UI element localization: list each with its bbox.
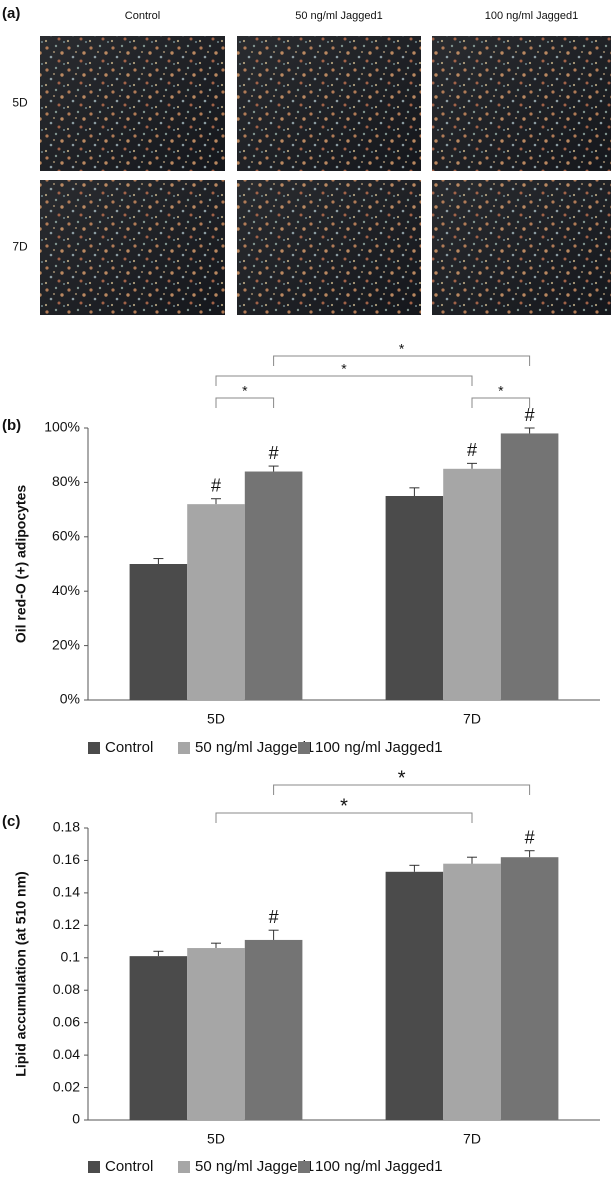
significance-bracket <box>273 784 531 795</box>
bar <box>385 496 444 700</box>
y-tick-label: 100% <box>44 419 80 435</box>
y-tick-label: 0.18 <box>53 819 80 835</box>
y-tick-label: 0.06 <box>53 1013 80 1029</box>
y-tick-label: 60% <box>52 528 80 544</box>
significance-star: * <box>398 767 406 789</box>
x-tick-label: 7D <box>463 1131 481 1147</box>
significance-bracket <box>471 397 531 408</box>
legend-label: 100 ng/ml Jagged1 <box>315 1158 443 1175</box>
legend-label: 100 ng/ml Jagged1 <box>315 739 443 756</box>
bar <box>443 863 501 1120</box>
legend-label: Control <box>105 1158 153 1175</box>
bar <box>385 871 444 1120</box>
y-tick-label: 0.14 <box>53 884 80 900</box>
legend-swatch <box>88 742 100 754</box>
significance-flag: # <box>269 443 279 463</box>
column-label: Control <box>125 10 160 22</box>
significance-flag: # <box>211 475 221 495</box>
legend-swatch <box>88 1161 100 1173</box>
column-label: 50 ng/ml Jagged1 <box>295 10 382 22</box>
micrograph-cells <box>40 180 225 315</box>
bar <box>500 433 559 700</box>
legend-label: 50 ng/ml Jagged1 <box>195 739 314 756</box>
column-label: 100 ng/ml Jagged1 <box>485 10 579 22</box>
significance-star: * <box>242 383 248 399</box>
x-tick-label: 7D <box>463 711 481 727</box>
bar <box>244 939 303 1120</box>
x-tick-label: 5D <box>207 711 225 727</box>
bar <box>244 471 303 700</box>
significance-star: * <box>341 361 347 377</box>
row-label: 7D <box>12 240 28 254</box>
y-tick-label: 0.02 <box>53 1078 80 1094</box>
y-tick-label: 0.1 <box>61 948 81 964</box>
bar <box>500 857 559 1120</box>
legend-label: Control <box>105 739 153 756</box>
micrograph-cells <box>432 180 611 315</box>
micrograph-cells <box>40 36 225 171</box>
panel-label: (a) <box>2 5 20 22</box>
significance-star: * <box>498 383 504 399</box>
bar <box>187 948 245 1120</box>
y-tick-label: 0% <box>60 691 80 707</box>
legend-swatch <box>298 742 310 754</box>
legend-swatch <box>298 1161 310 1173</box>
y-tick-label: 0.08 <box>53 981 80 997</box>
significance-bracket <box>215 397 275 408</box>
panel-label: (c) <box>2 813 20 830</box>
significance-star: * <box>340 795 348 817</box>
significance-bracket <box>215 375 473 386</box>
significance-flag: # <box>525 405 535 425</box>
x-tick-label: 5D <box>207 1131 225 1147</box>
y-tick-label: 80% <box>52 473 80 489</box>
y-tick-label: 0.04 <box>53 1046 80 1062</box>
bar <box>129 564 188 700</box>
y-tick-label: 0.12 <box>53 916 80 932</box>
bar <box>129 956 188 1120</box>
y-tick-label: 20% <box>52 636 80 652</box>
y-axis-label: Oil red-O (+) adipocytes <box>13 485 29 644</box>
y-tick-label: 0.16 <box>53 851 80 867</box>
micrograph-cells <box>237 36 421 171</box>
micrograph-cells <box>432 36 611 171</box>
legend-label: 50 ng/ml Jagged1 <box>195 1158 314 1175</box>
significance-flag: # <box>269 907 279 927</box>
legend-swatch <box>178 1161 190 1173</box>
significance-flag: # <box>525 827 535 847</box>
significance-bracket <box>215 812 473 823</box>
bar <box>443 468 501 700</box>
panel-label: (b) <box>2 417 21 434</box>
row-label: 5D <box>12 96 28 110</box>
legend-swatch <box>178 742 190 754</box>
y-axis-label: Lipid accumulation (at 510 nm) <box>13 871 29 1076</box>
y-tick-label: 40% <box>52 582 80 598</box>
significance-star: * <box>399 341 405 357</box>
significance-flag: # <box>467 440 477 460</box>
y-tick-label: 0 <box>72 1111 80 1127</box>
micrograph-cells <box>237 180 421 315</box>
bar <box>187 504 245 700</box>
significance-bracket <box>273 355 531 366</box>
